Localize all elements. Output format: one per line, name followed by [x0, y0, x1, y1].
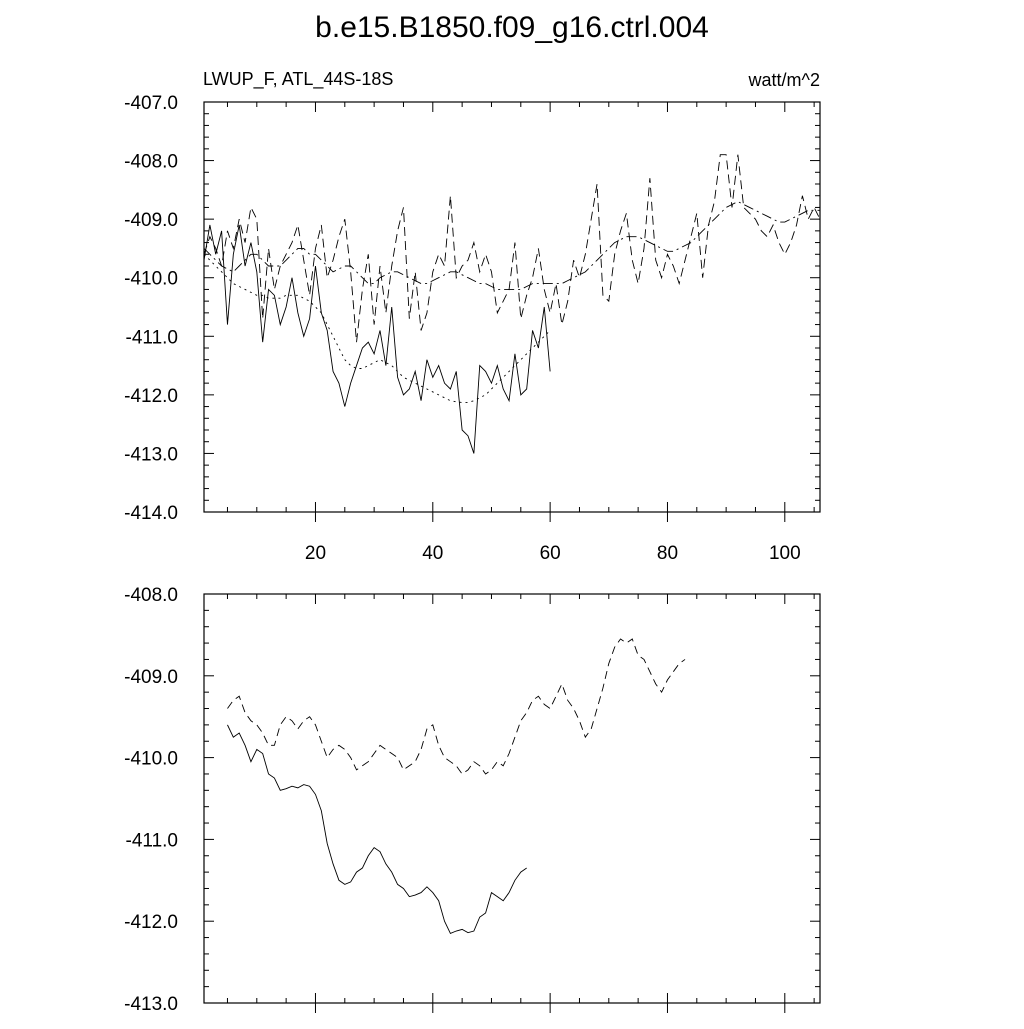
units-label: watt/m^2 — [748, 70, 820, 90]
x-tick-label: 40 — [422, 543, 443, 564]
plot-frame — [203, 101, 821, 513]
y-tick-label: -410.0 — [124, 269, 178, 290]
y-tick-label: -407.0 — [124, 93, 178, 114]
x-tick-label: 20 — [305, 543, 326, 564]
series-line-dotted — [203, 253, 551, 403]
plot-frame — [203, 593, 821, 1004]
y-tick-label: -408.0 — [124, 585, 178, 606]
series-line-solid — [203, 224, 551, 454]
y-tick-label: -408.0 — [124, 152, 178, 173]
series-line-dash-dot — [203, 201, 820, 290]
y-tick-label: -410.0 — [124, 749, 178, 770]
y-tick-label: -409.0 — [124, 667, 178, 688]
bottom-panel: -413.0 -412.0 -411.0 -410.0 -409.0 -408.0 — [124, 585, 821, 1015]
y-tick-label: -413.0 — [124, 994, 178, 1015]
chart-title: b.e15.B1850.f09_g16.ctrl.004 — [315, 11, 709, 44]
y-tick-label: -414.0 — [124, 503, 178, 524]
x-tick-label: 60 — [540, 543, 561, 564]
y-tick-label: -412.0 — [124, 386, 178, 407]
x-tick-label: 80 — [657, 543, 678, 564]
variable-region-label: LWUP_F, ATL_44S-18S — [203, 69, 393, 90]
y-tick-label: -411.0 — [126, 830, 178, 851]
y-tick-label: -411.0 — [126, 327, 178, 348]
series-line-long-dash — [203, 154, 821, 343]
series-line-solid — [227, 724, 527, 935]
x-tick-label: 100 — [769, 543, 801, 564]
series-line-dashed — [227, 638, 686, 775]
top-panel: -414.0 -413.0 -412.0 -411.0 -410.0 -409.0 -408… — [124, 93, 821, 564]
y-tick-label: -409.0 — [124, 210, 178, 231]
y-tick-label: -412.0 — [124, 912, 178, 933]
y-tick-label: -413.0 — [124, 444, 178, 465]
